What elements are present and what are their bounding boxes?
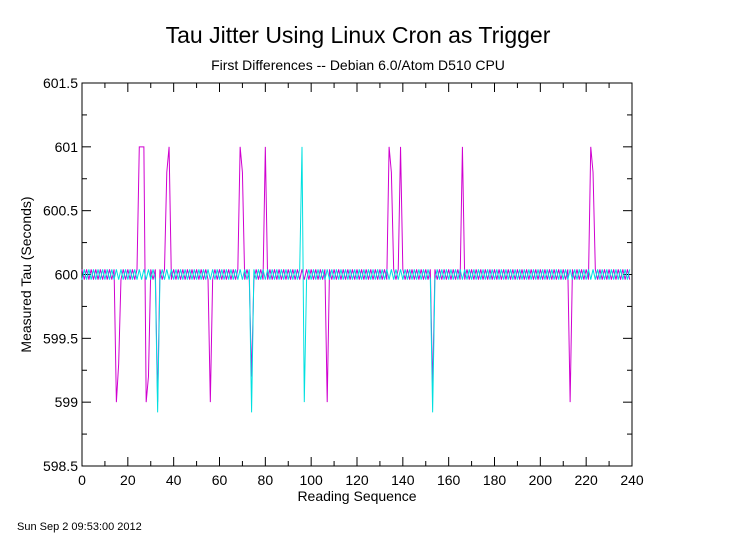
x-tick-label: 240 <box>620 472 644 488</box>
series-line-2 <box>81 146 631 413</box>
y-tick-label: 601.5 <box>43 75 78 91</box>
x-tick-label: 100 <box>299 472 323 488</box>
chart-title: Tau Jitter Using Linux Cron as Trigger <box>165 22 551 48</box>
y-tick-label: 601 <box>55 139 79 155</box>
x-tick-label: 180 <box>483 472 507 488</box>
axis-ticks <box>81 82 633 467</box>
chart-subtitle: First Differences -- Debian 6.0/Atom D51… <box>211 57 505 73</box>
y-tick-label: 599.5 <box>43 330 78 346</box>
x-tick-label: 60 <box>212 472 228 488</box>
x-tick-label: 160 <box>437 472 461 488</box>
timestamp: Sun Sep 2 09:53:00 2012 <box>17 521 142 533</box>
y-tick-label: 599 <box>55 394 79 410</box>
x-tick-label: 140 <box>391 472 415 488</box>
x-tick-labels: 0 20 40 60 80 100 120 140 160 180 200 220 240 <box>78 472 644 488</box>
x-tick-label: 0 <box>78 472 86 488</box>
x-tick-label: 220 <box>574 472 598 488</box>
y-tick-label: 598.5 <box>43 458 78 474</box>
series-group <box>81 146 631 413</box>
y-tick-label: 600 <box>55 267 79 283</box>
plot-frame <box>81 82 633 467</box>
y-axis-label: Measured Tau (Seconds) <box>18 196 34 352</box>
x-tick-label: 120 <box>345 472 369 488</box>
x-tick-label: 20 <box>120 472 136 488</box>
y-tick-labels: 598.5 599 599.5 600 600.5 601 601.5 <box>43 75 78 474</box>
x-tick-label: 200 <box>529 472 553 488</box>
x-tick-label: 80 <box>258 472 274 488</box>
x-axis-label: Reading Sequence <box>297 488 416 504</box>
y-tick-label: 600.5 <box>43 203 78 219</box>
x-tick-label: 40 <box>166 472 182 488</box>
